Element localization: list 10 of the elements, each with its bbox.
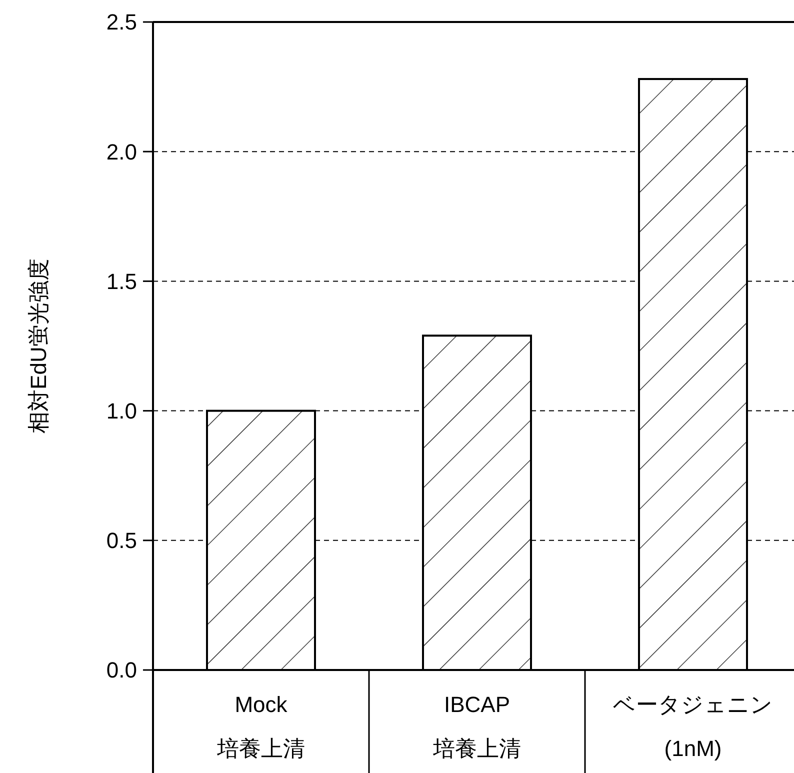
- y-tick-label: 1.5: [106, 268, 137, 294]
- x-tick-label: Mock 培養上清: [216, 692, 305, 761]
- y-tick-label: 2.5: [106, 10, 137, 35]
- x-tick-label: ベータジェニン (1nM): [613, 692, 773, 761]
- x-tick-label: IBCAP 培養上清: [432, 692, 521, 761]
- y-tick-label: 2.0: [106, 139, 137, 164]
- y-axis-title: 相対EdU蛍光強度: [26, 258, 51, 434]
- y-tick-label: 0.0: [106, 658, 137, 683]
- y-tick-label: 0.5: [106, 528, 137, 554]
- y-tick-label: 1.0: [106, 398, 137, 424]
